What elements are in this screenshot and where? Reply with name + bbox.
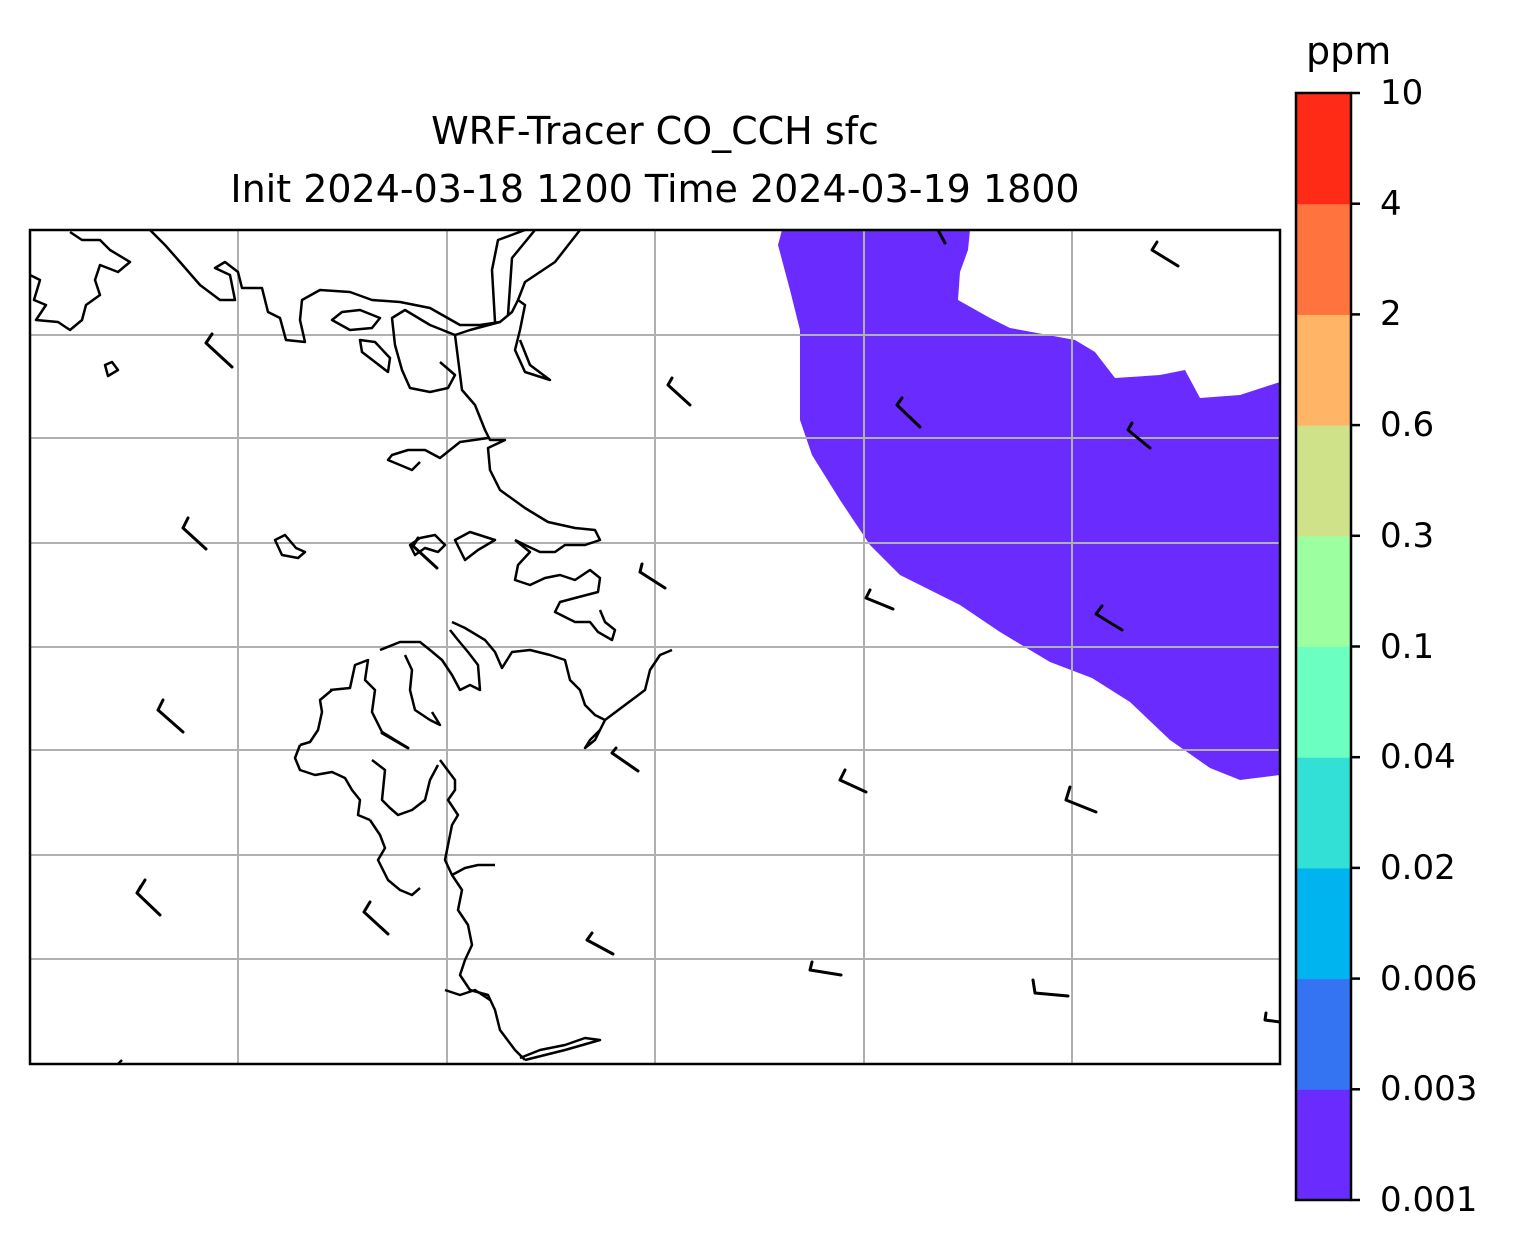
- colorbar-tick-label: 0.04: [1380, 737, 1456, 778]
- lat-lon-gridlines: [30, 230, 1280, 1064]
- colorbar-band: [1296, 867, 1351, 980]
- tracer-plume: [778, 230, 1280, 780]
- colorbar-band: [1296, 425, 1351, 537]
- colorbar-tick-label: 0.003: [1380, 1069, 1478, 1110]
- colorbar-tick-label: 10: [1380, 73, 1424, 113]
- colorbar-band: [1296, 978, 1351, 1090]
- colorbar-band: [1296, 1089, 1351, 1201]
- colorbar-unit-label: ppm: [1306, 29, 1392, 73]
- map-subtitle: Init 2024-03-18 1200 Time 2024-03-19 180…: [230, 167, 1080, 211]
- colorbar-band: [1296, 535, 1351, 647]
- coastlines: [30, 230, 673, 1064]
- colorbar-tick-label: 2: [1380, 294, 1402, 335]
- colorbar-tick-label: 0.02: [1380, 847, 1456, 888]
- colorbar-band: [1296, 314, 1351, 426]
- colorbar-band: [1296, 203, 1351, 315]
- colorbar-tick-label: 0.001: [1380, 1180, 1478, 1220]
- colorbar-band: [1296, 646, 1351, 758]
- colorbar-band: [1296, 757, 1351, 869]
- map-border: [28, 228, 1282, 1066]
- map-title: WRF-Tracer CO_CCH sfc: [431, 109, 879, 153]
- map-frame: [30, 230, 1280, 1064]
- colorbar-tick-label: 0.3: [1380, 515, 1435, 556]
- colorbar: [1294, 91, 1360, 1202]
- wind-barbs: [135, 230, 1280, 1024]
- colorbar-band: [1296, 93, 1351, 205]
- colorbar-tick-label: 0.6: [1380, 405, 1435, 446]
- colorbar-tick-label: 0.1: [1380, 626, 1435, 667]
- colorbar-tick-label: 4: [1380, 183, 1402, 224]
- colorbar-tick-label: 0.006: [1380, 958, 1478, 999]
